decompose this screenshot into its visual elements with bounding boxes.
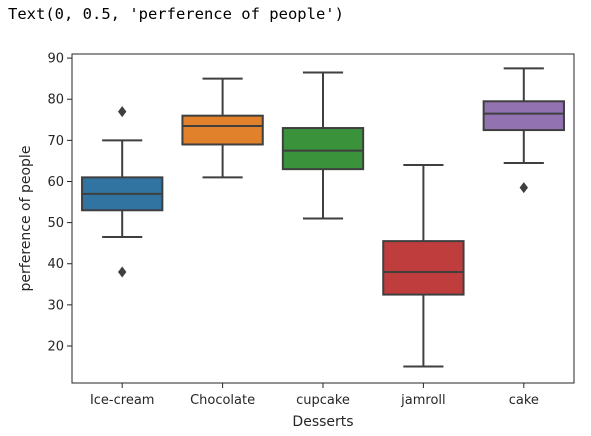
box-iqr — [181, 114, 264, 146]
box-cupcake — [281, 71, 365, 220]
x-axis: Ice-cream Chocolate cupcake jamroll cake — [90, 383, 539, 408]
y-tick-label: 20 — [47, 339, 64, 354]
box-ice-cream — [81, 106, 164, 278]
x-tick-label: Ice-cream — [90, 393, 155, 408]
y-tick-label: 60 — [47, 175, 64, 190]
box-jamroll — [382, 164, 465, 368]
y-tick-label: 90 — [47, 52, 64, 67]
outlier-point — [519, 182, 528, 194]
cell-output-text: Text(0, 0.5, 'perference of people') — [8, 5, 344, 23]
y-tick-label: 70 — [47, 134, 64, 149]
boxes-layer — [81, 67, 565, 368]
box-cake — [482, 67, 565, 194]
x-axis-label: Desserts — [292, 414, 353, 430]
y-tick-label: 40 — [47, 257, 64, 272]
y-tick-label: 50 — [47, 216, 64, 231]
y-tick-label: 30 — [47, 298, 64, 313]
x-tick-label: cake — [509, 393, 539, 408]
x-tick-label: cupcake — [296, 393, 350, 408]
y-tick-label: 80 — [47, 93, 64, 108]
box-iqr — [382, 240, 465, 296]
y-axis: 20 30 40 50 60 70 80 90 — [47, 52, 72, 354]
box-iqr — [482, 100, 565, 132]
outlier-point — [118, 106, 127, 118]
x-tick-label: Chocolate — [190, 393, 255, 408]
x-tick-label: jamroll — [400, 393, 445, 408]
outlier-point — [118, 266, 127, 278]
box-chocolate — [181, 77, 264, 179]
y-axis-label: perference of people — [18, 146, 34, 292]
box-iqr — [281, 127, 365, 171]
